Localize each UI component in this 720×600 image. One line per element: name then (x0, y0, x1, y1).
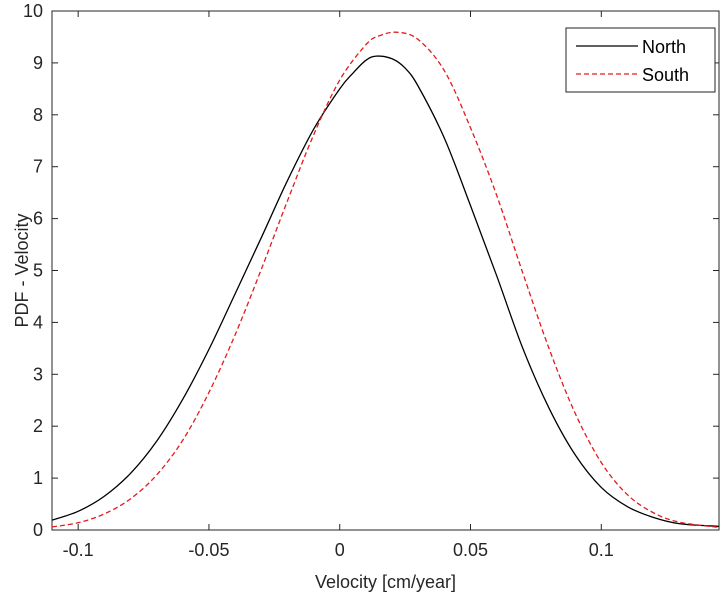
x-axis-title: Velocity [cm/year] (315, 572, 456, 592)
y-tick-label: 4 (33, 312, 43, 332)
plot-frame (51, 10, 720, 531)
legend-box (565, 27, 716, 93)
y-tick-label: 5 (33, 261, 43, 281)
y-tick-label: 6 (33, 209, 43, 229)
legend: North South (565, 27, 716, 93)
y-tick-label: 3 (33, 364, 43, 384)
x-axis: -0.1 -0.05 0 0.05 0.1 (63, 11, 614, 560)
y-axis-title: PDF - Velocity (12, 213, 32, 327)
x-tick-label: -0.05 (188, 540, 229, 560)
x-tick-label: 0.1 (589, 540, 614, 560)
y-tick-label: 7 (33, 157, 43, 177)
x-tick-label: 0 (335, 540, 345, 560)
legend-label-south: South (642, 65, 689, 85)
plot-area (51, 10, 720, 531)
y-axis: 0 1 2 3 4 5 6 7 8 9 10 (23, 1, 719, 540)
y-tick-label: 10 (23, 1, 43, 21)
x-tick-label: -0.1 (63, 540, 94, 560)
series-layer (52, 31, 719, 529)
y-tick-label: 0 (33, 520, 43, 540)
legend-label-north: North (642, 37, 686, 57)
y-tick-label: 1 (33, 468, 43, 488)
x-tick-label: 0.05 (453, 540, 488, 560)
series-line-south (52, 31, 719, 529)
y-tick-label: 2 (33, 416, 43, 436)
series-line-north (52, 55, 719, 528)
y-tick-label: 9 (33, 53, 43, 73)
y-tick-label: 8 (33, 105, 43, 125)
